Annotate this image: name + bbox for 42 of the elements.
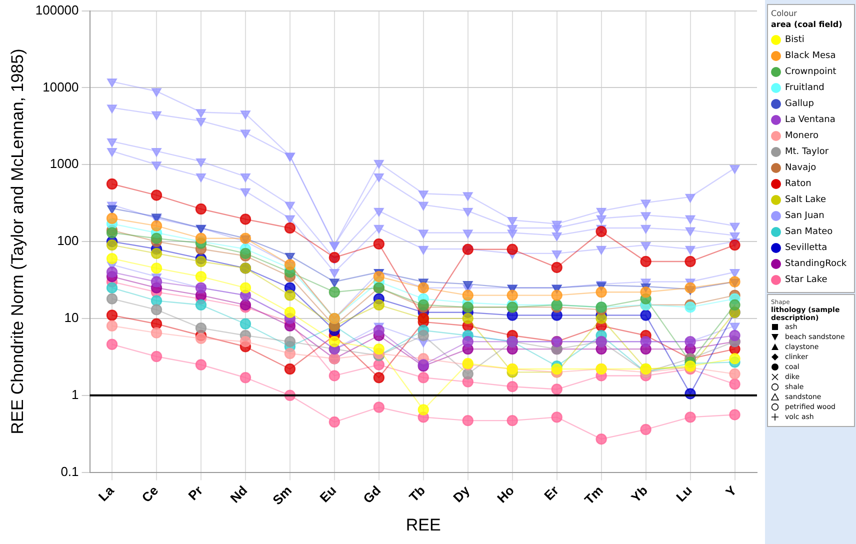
y-tick-label: 0.1 [60,464,79,479]
legend-label: Mt. Taylor [785,147,829,157]
legend-title: area (coal field) [771,20,844,29]
y-tick-label: 10000 [42,79,79,94]
x-tick-label: Pr [185,482,206,504]
text: Colour [771,9,798,18]
legend-label: La Ventana [785,115,836,125]
x-tick-label: Nd [227,482,250,506]
x-tick-label: Y [722,482,740,500]
x-tick-label: Dy [450,482,474,506]
x-axis-title: REE [406,515,441,534]
legend-label: Sevilletta [785,243,828,253]
legend-label: San Juan [785,211,824,221]
x-tick-label: La [95,482,118,504]
x-tick-label: Ho [494,482,518,506]
legend-label: Bisti [785,35,804,45]
y-tick-label: 10 [64,310,79,326]
y-tick-label: 100000 [35,2,79,18]
legend-label: San Mateo [785,227,833,237]
legend-label: Monero [785,131,819,141]
x-tick-label: Eu [316,482,340,506]
legend-label: Crownpoint [785,67,836,77]
x-tick-label: Tb [406,482,428,505]
legend-label: Navajo [785,163,816,173]
legend-label: Salt Lake [785,195,826,205]
legend-label: Fruitland [785,83,824,93]
legend-label: Raton [785,179,812,189]
y-axis-title: REE Chondrite Norm (Taylor and McLennan, 1985) [8,48,27,434]
x-tick-label: Gd [360,482,384,506]
legend-label: StandingRock [785,259,847,269]
legend-label: Star Lake [785,275,828,285]
x-tick-label: Sm [270,482,295,508]
x-tick-label: Yb [628,482,650,506]
x-tick-label: Er [541,482,562,504]
legend-label: Black Mesa [785,51,836,61]
x-tick-label: Lu [673,482,695,505]
y-tick-label: 1000 [50,156,79,172]
y-tick-label: 1 [72,386,79,402]
legend-label: Gallup [785,99,814,109]
x-tick-label: Ce [138,482,162,506]
y-tick-label: 100 [57,233,79,248]
x-tick-label: Tm [582,482,606,508]
